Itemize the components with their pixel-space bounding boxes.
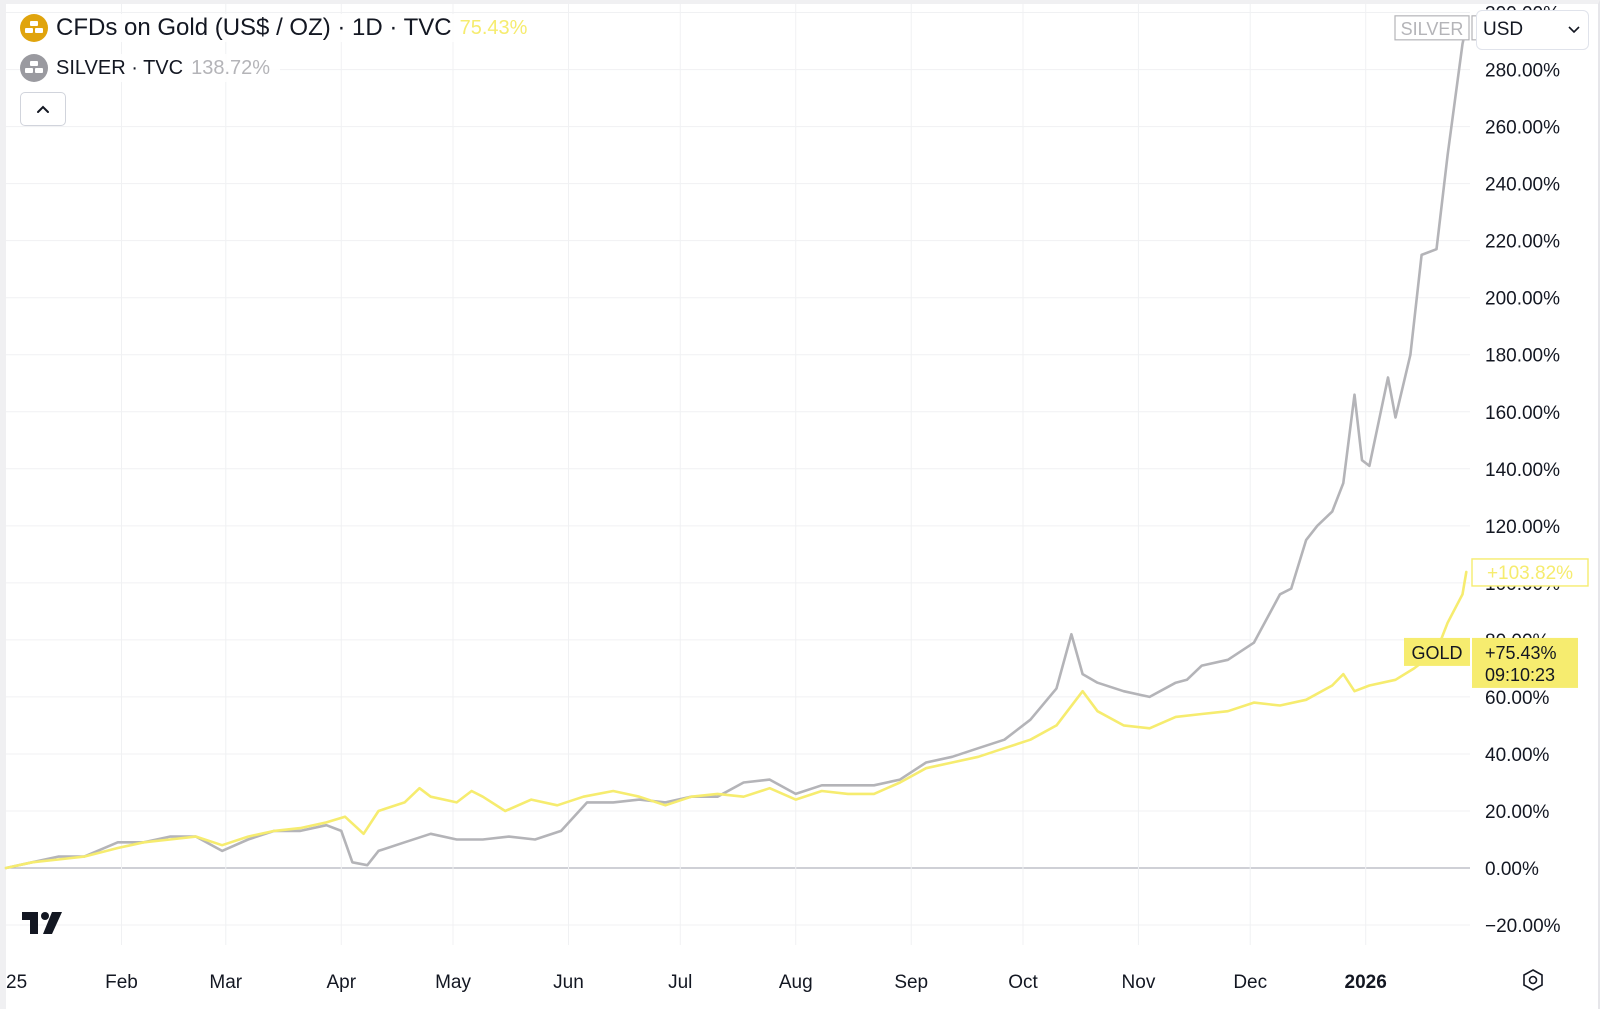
- bar-countdown: 09:10:23: [1485, 665, 1555, 685]
- x-tick-label: Aug: [779, 972, 813, 993]
- y-tick-label: 40.00%: [1485, 745, 1550, 766]
- x-tick-label: Oct: [1008, 972, 1038, 993]
- y-tick-label: 120.00%: [1485, 517, 1560, 538]
- collapse-legend-button[interactable]: [20, 92, 66, 126]
- x-tick-label: May: [435, 972, 471, 993]
- legend-gold-value: 75.43%: [459, 16, 528, 39]
- x-tick-label: 2026: [1345, 972, 1387, 993]
- y-tick-label: 240.00%: [1485, 175, 1560, 196]
- y-axis: 300.00%280.00%260.00%240.00%220.00%200.0…: [1485, 4, 1561, 937]
- settings-hexagon-icon: [1523, 969, 1543, 991]
- gold-value-box: [1472, 637, 1578, 688]
- y-tick-label: −20.00%: [1485, 916, 1561, 937]
- legend-gold[interactable]: CFDs on Gold (US$ / OZ) · 1D · TVC 75.43…: [20, 14, 538, 42]
- series-lines: [4, 25, 1468, 870]
- gold-bars-icon: [20, 14, 48, 42]
- chart-settings-button[interactable]: [1521, 968, 1545, 997]
- y-tick-label: 280.00%: [1485, 61, 1560, 82]
- x-tick-label: Mar: [209, 972, 242, 993]
- currency-value: USD: [1483, 19, 1524, 40]
- y-tick-label: 20.00%: [1485, 802, 1550, 823]
- x-tick-label: Sep: [894, 972, 928, 993]
- silver-label-box: [1394, 15, 1470, 41]
- x-tick-label: Dec: [1233, 972, 1267, 993]
- gold-high-box: [1471, 558, 1589, 587]
- x-axis: 25 Feb Mar Apr May Jun Jul Aug Sep Oct Nov Dec 2026: [6, 972, 1387, 993]
- grid: [6, 4, 1470, 945]
- legend-gold-name: CFDs on Gold (US$ / OZ) · 1D · TVC: [56, 14, 452, 41]
- x-tick-label: Feb: [105, 972, 138, 993]
- legend-silver[interactable]: SILVER · TVC 138.72%: [20, 54, 281, 82]
- legend-silver-value: 138.72%: [191, 56, 271, 79]
- legend-silver-name: SILVER · TVC: [56, 56, 184, 79]
- gold-last-value: +75.43%: [1485, 643, 1557, 663]
- silver-bars-icon: [20, 54, 48, 82]
- series-line-silver: [4, 25, 1468, 870]
- y-tick-label: 180.00%: [1485, 346, 1560, 367]
- gold-label: GOLD: [1411, 643, 1462, 663]
- y-tick-label: 0.00%: [1485, 859, 1539, 880]
- currency-select[interactable]: USD: [1476, 10, 1589, 50]
- gold-high-value: +103.82%: [1487, 563, 1573, 584]
- x-tick-label: 25: [6, 972, 27, 993]
- y-tick-label: 140.00%: [1485, 460, 1560, 481]
- silver-label: SILVER: [1401, 19, 1464, 39]
- chevron-up-icon: [37, 105, 49, 113]
- tradingview-logo[interactable]: [22, 910, 72, 941]
- y-tick-label: 200.00%: [1485, 289, 1560, 310]
- x-tick-label: Jun: [553, 972, 584, 993]
- gold-label-box: [1404, 637, 1470, 666]
- y-tick-label: 260.00%: [1485, 118, 1560, 139]
- series-line-gold: [4, 570, 1468, 870]
- x-tick-label: Jul: [668, 972, 692, 993]
- y-tick-label: 160.00%: [1485, 403, 1560, 424]
- x-tick-label: Apr: [326, 972, 356, 993]
- chevron-down-icon: [1568, 26, 1580, 34]
- y-tick-label: 60.00%: [1485, 688, 1550, 709]
- y-tick-label: 220.00%: [1485, 232, 1560, 253]
- x-tick-label: Nov: [1122, 972, 1156, 993]
